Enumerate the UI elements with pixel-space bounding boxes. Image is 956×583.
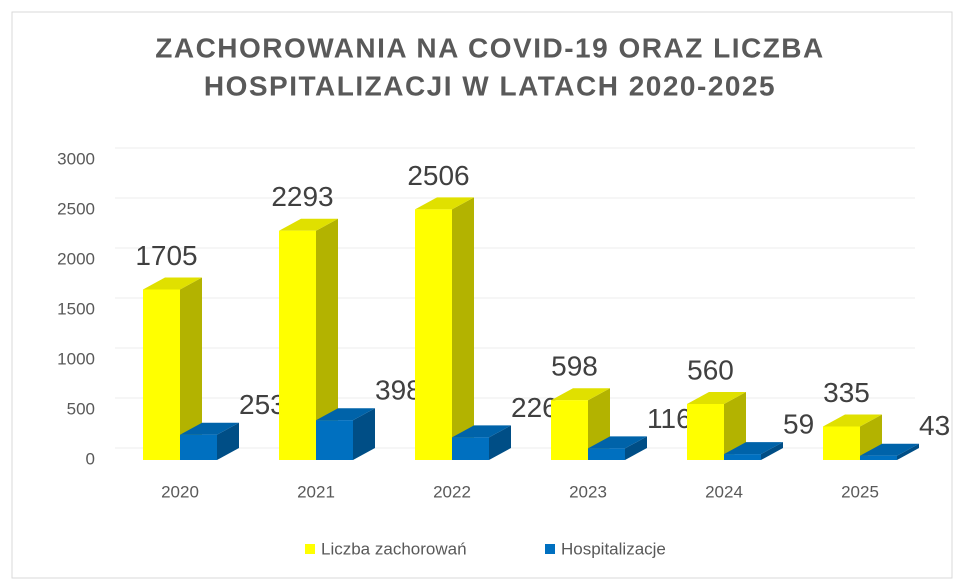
data-label: 116 [647,403,692,434]
y-tick-label: 2000 [57,249,95,268]
bar-side [724,392,746,460]
bar-side [217,422,239,460]
bar-top [143,277,202,290]
bar [415,209,452,460]
bar [724,454,761,460]
bar [452,437,489,460]
bar [823,426,860,460]
bar [687,404,724,460]
bar [860,455,897,460]
x-tick-label: 2022 [433,482,471,501]
bar [143,289,180,460]
bar-side [761,442,783,460]
bar-top [415,197,474,210]
y-tick-label: 500 [67,399,95,418]
x-tick-label: 2021 [297,482,335,501]
bar-side [489,425,511,460]
data-label: 59 [783,408,814,439]
chart-title: ZACHOROWANIA NA COVID-19 ORAZ LICZBA [155,32,824,63]
bar-side [353,408,375,460]
data-label: 2506 [407,160,469,191]
data-label: 335 [823,377,870,408]
bar-top [823,414,882,427]
data-label: 1705 [135,240,197,271]
bar [180,434,217,460]
data-label: 598 [551,351,598,382]
y-tick-label: 3000 [57,149,95,168]
bar [316,420,353,460]
legend-swatch [305,544,315,554]
bar [279,230,316,460]
data-label: 560 [687,354,734,385]
y-tick-label: 1000 [57,349,95,368]
x-tick-label: 2024 [705,482,743,501]
bar-top [860,443,919,456]
bar-side [316,218,338,460]
bar-top [551,388,610,401]
chart-title: HOSPITALIZACJI W LATACH 2020-2025 [204,70,776,101]
bar-top [452,425,511,438]
data-label: 2293 [271,181,333,212]
data-label: 43 [919,410,950,441]
bar-top [279,218,338,231]
bar-side [897,443,919,460]
bar-side [625,436,647,460]
y-tick-label: 0 [86,449,95,468]
x-tick-label: 2020 [161,482,199,501]
legend-label: Liczba zachorowań [321,539,467,558]
y-tick-label: 2500 [57,199,95,218]
data-label: 398 [375,375,422,406]
bar [551,400,588,460]
bar [588,448,625,460]
legend-swatch [545,544,555,554]
x-tick-label: 2025 [841,482,879,501]
bar-top [724,442,783,455]
x-tick-label: 2023 [569,482,607,501]
data-label: 253 [239,389,286,420]
bar-top [588,436,647,449]
legend-label: Hospitalizacje [561,539,666,558]
bar-side [452,197,474,460]
bar-top [687,392,746,404]
data-label: 226 [511,392,558,423]
y-tick-label: 1500 [57,299,95,318]
bar-top [316,408,375,421]
bar-top [180,422,239,435]
bar-side [180,277,202,460]
